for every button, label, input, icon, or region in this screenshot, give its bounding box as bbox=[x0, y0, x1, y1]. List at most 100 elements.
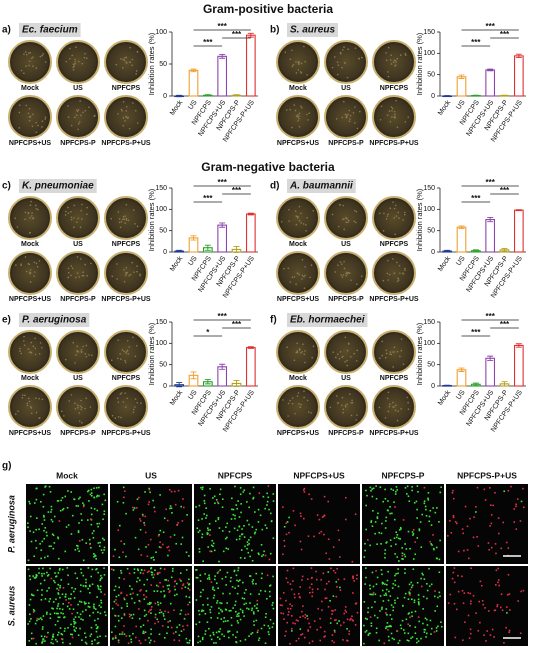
y-tick-label: 100 bbox=[155, 340, 167, 347]
cell bbox=[421, 513, 424, 516]
panel-label: c) bbox=[2, 181, 11, 192]
cell bbox=[67, 583, 70, 586]
cell bbox=[313, 620, 316, 622]
cell bbox=[399, 624, 402, 627]
title-box bbox=[19, 23, 81, 37]
cell bbox=[343, 612, 346, 615]
colony bbox=[336, 61, 339, 63]
cell bbox=[391, 637, 394, 640]
panel-label: a) bbox=[2, 25, 11, 36]
cell bbox=[83, 504, 85, 506]
cell bbox=[172, 632, 175, 635]
cell bbox=[417, 640, 420, 642]
colony bbox=[298, 219, 301, 222]
colony bbox=[306, 399, 309, 402]
cell bbox=[147, 611, 150, 613]
cell bbox=[425, 515, 428, 517]
cell bbox=[315, 578, 318, 581]
cell bbox=[430, 524, 433, 526]
cell bbox=[150, 633, 152, 635]
colony bbox=[350, 279, 352, 281]
colony bbox=[288, 220, 290, 222]
cell bbox=[218, 560, 220, 563]
cell bbox=[92, 605, 95, 608]
cell bbox=[195, 623, 198, 626]
colony bbox=[82, 111, 84, 114]
cell bbox=[394, 584, 397, 586]
cell bbox=[169, 536, 172, 538]
cell bbox=[180, 630, 183, 632]
cell bbox=[264, 524, 267, 527]
cell bbox=[249, 593, 252, 595]
significance-label: *** bbox=[232, 320, 242, 329]
cell bbox=[301, 610, 303, 613]
petri-dish bbox=[104, 330, 148, 374]
cell bbox=[138, 496, 140, 499]
cell bbox=[197, 635, 200, 638]
cell bbox=[335, 619, 337, 621]
cell bbox=[345, 611, 348, 613]
cell bbox=[29, 613, 31, 616]
cell bbox=[175, 542, 178, 545]
cell bbox=[100, 574, 102, 577]
cell bbox=[299, 586, 301, 588]
cell bbox=[467, 614, 470, 617]
cell bbox=[158, 633, 161, 636]
colony bbox=[81, 421, 83, 424]
cell bbox=[204, 630, 207, 632]
colony bbox=[132, 102, 134, 104]
colony bbox=[111, 414, 114, 417]
cell bbox=[92, 552, 95, 555]
micrograph bbox=[446, 566, 528, 646]
cell bbox=[90, 546, 92, 549]
cell bbox=[428, 515, 431, 518]
organism-title: Ec. faecium bbox=[22, 25, 78, 36]
colony bbox=[115, 63, 118, 66]
bar bbox=[513, 344, 524, 387]
colony bbox=[305, 224, 307, 226]
colony bbox=[124, 222, 127, 224]
y-tick-label: 50 bbox=[427, 362, 435, 369]
cell bbox=[123, 633, 126, 635]
colony bbox=[30, 407, 33, 409]
colony bbox=[80, 351, 83, 354]
cell bbox=[112, 569, 115, 571]
cell bbox=[417, 598, 420, 601]
cell bbox=[195, 576, 198, 579]
cell bbox=[139, 579, 141, 582]
cell bbox=[74, 548, 77, 551]
colony bbox=[128, 346, 131, 348]
cell bbox=[261, 572, 263, 575]
cell bbox=[212, 631, 215, 634]
cell bbox=[339, 556, 341, 558]
cell bbox=[82, 502, 84, 504]
cell bbox=[389, 595, 392, 597]
colony bbox=[20, 264, 22, 267]
cell bbox=[75, 505, 78, 507]
colony bbox=[298, 61, 301, 63]
colony bbox=[14, 217, 17, 219]
cell bbox=[144, 531, 147, 534]
cell bbox=[506, 593, 509, 596]
cell bbox=[289, 642, 291, 645]
colony bbox=[299, 406, 302, 408]
cell bbox=[379, 610, 381, 612]
cell bbox=[241, 528, 243, 530]
cell bbox=[157, 603, 160, 606]
cell bbox=[408, 592, 411, 595]
colony bbox=[77, 123, 80, 125]
cell bbox=[323, 495, 326, 498]
cell bbox=[51, 607, 53, 610]
cell bbox=[148, 488, 151, 491]
colony bbox=[379, 357, 381, 359]
cell bbox=[95, 624, 97, 626]
cell bbox=[385, 608, 388, 610]
cell bbox=[197, 519, 200, 521]
cell bbox=[257, 629, 259, 632]
cell bbox=[159, 494, 161, 496]
cell bbox=[94, 554, 96, 557]
colony bbox=[356, 414, 358, 416]
cell bbox=[335, 595, 338, 598]
dish-label: NPFCPS bbox=[112, 241, 141, 248]
error-bar bbox=[472, 94, 479, 97]
